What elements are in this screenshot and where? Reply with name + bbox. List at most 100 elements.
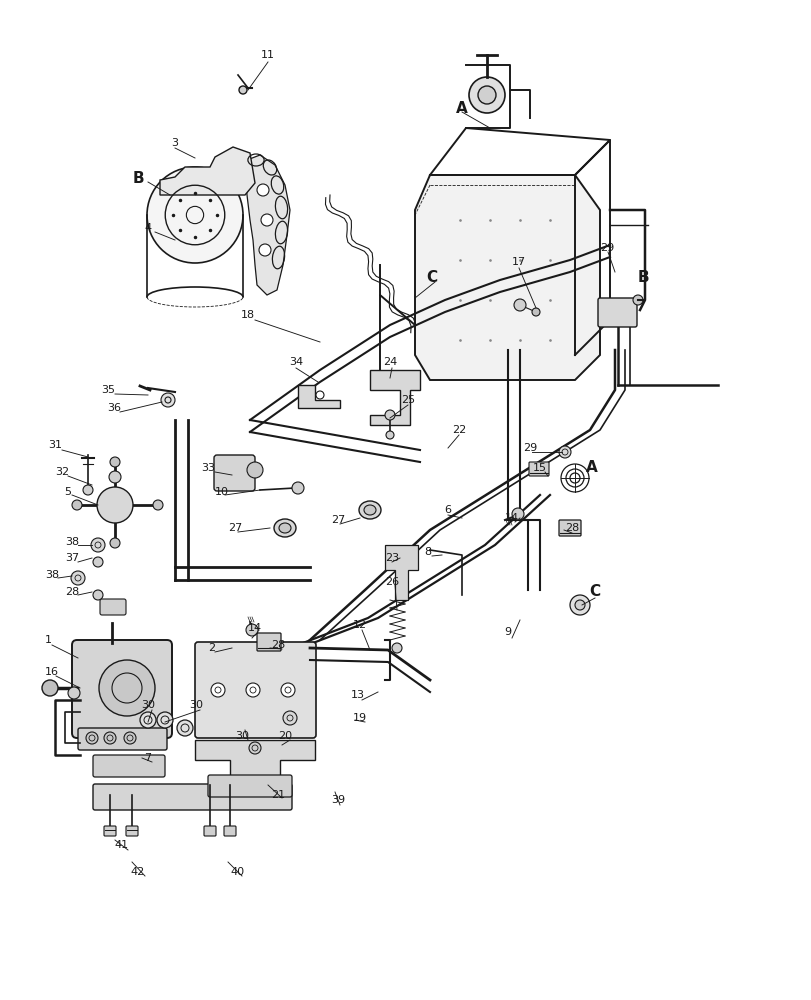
Text: B: B	[637, 270, 648, 286]
Circle shape	[99, 660, 155, 716]
Circle shape	[104, 732, 116, 744]
Text: 28: 28	[564, 523, 578, 533]
Text: 18: 18	[241, 310, 255, 320]
Text: 31: 31	[48, 440, 62, 450]
Circle shape	[281, 683, 294, 697]
FancyBboxPatch shape	[257, 633, 281, 651]
FancyBboxPatch shape	[93, 755, 165, 777]
Circle shape	[109, 457, 120, 467]
Circle shape	[97, 487, 133, 523]
Text: 26: 26	[384, 577, 398, 587]
FancyBboxPatch shape	[214, 455, 255, 491]
Text: 37: 37	[65, 553, 79, 563]
Circle shape	[569, 595, 590, 615]
Text: 33: 33	[201, 463, 215, 473]
Text: 22: 22	[451, 425, 466, 435]
Polygon shape	[414, 175, 599, 380]
Circle shape	[247, 462, 263, 478]
Text: 28: 28	[65, 587, 79, 597]
Circle shape	[83, 485, 93, 495]
Circle shape	[109, 538, 120, 548]
Text: 1: 1	[45, 635, 51, 645]
Circle shape	[469, 77, 504, 113]
Circle shape	[211, 683, 225, 697]
Text: A: A	[456, 101, 467, 116]
Circle shape	[109, 471, 121, 483]
FancyBboxPatch shape	[597, 298, 636, 327]
Circle shape	[246, 624, 258, 636]
Ellipse shape	[273, 519, 296, 537]
Circle shape	[633, 295, 642, 305]
FancyBboxPatch shape	[104, 826, 116, 836]
Polygon shape	[160, 147, 255, 195]
Circle shape	[260, 214, 272, 226]
Circle shape	[384, 410, 394, 420]
Circle shape	[152, 500, 163, 510]
Text: 16: 16	[45, 667, 59, 677]
Text: 14: 14	[247, 623, 262, 633]
Text: 8: 8	[424, 547, 431, 557]
Text: 32: 32	[55, 467, 69, 477]
Circle shape	[246, 683, 260, 697]
Text: 20: 20	[277, 731, 292, 741]
Text: 6: 6	[444, 505, 451, 515]
Circle shape	[259, 244, 271, 256]
FancyBboxPatch shape	[204, 826, 216, 836]
Text: 14: 14	[504, 513, 518, 523]
FancyBboxPatch shape	[558, 520, 581, 536]
Text: 38: 38	[65, 537, 79, 547]
Text: 24: 24	[383, 357, 397, 367]
Text: 25: 25	[401, 395, 414, 405]
Text: 30: 30	[234, 731, 249, 741]
Circle shape	[238, 86, 247, 94]
Circle shape	[385, 431, 393, 439]
Text: 7: 7	[144, 753, 152, 763]
Text: C: C	[589, 584, 600, 599]
Circle shape	[68, 687, 80, 699]
FancyBboxPatch shape	[208, 775, 292, 797]
Text: 3: 3	[171, 138, 178, 148]
Text: 2: 2	[208, 643, 215, 653]
FancyBboxPatch shape	[72, 640, 172, 738]
Text: 29: 29	[522, 443, 536, 453]
Text: 41: 41	[115, 840, 129, 850]
Text: 27: 27	[228, 523, 242, 533]
Circle shape	[157, 712, 173, 728]
FancyBboxPatch shape	[78, 728, 167, 750]
Text: 10: 10	[215, 487, 229, 497]
Text: 13: 13	[350, 690, 365, 700]
Circle shape	[124, 732, 135, 744]
Text: 30: 30	[189, 700, 203, 710]
Text: 30: 30	[141, 700, 155, 710]
Text: 42: 42	[131, 867, 145, 877]
Circle shape	[91, 538, 105, 552]
Text: C: C	[426, 270, 437, 286]
Polygon shape	[370, 370, 419, 425]
Circle shape	[249, 742, 260, 754]
Ellipse shape	[363, 505, 375, 515]
Circle shape	[512, 508, 523, 520]
Text: 12: 12	[353, 620, 367, 630]
Text: 34: 34	[289, 357, 303, 367]
Circle shape	[574, 600, 584, 610]
FancyBboxPatch shape	[195, 642, 315, 738]
Ellipse shape	[358, 501, 380, 519]
Text: 40: 40	[230, 867, 245, 877]
Circle shape	[292, 482, 303, 494]
Text: 11: 11	[260, 50, 275, 60]
Text: 4: 4	[144, 223, 152, 233]
Circle shape	[93, 557, 103, 567]
Polygon shape	[384, 545, 418, 600]
Circle shape	[513, 299, 526, 311]
FancyBboxPatch shape	[93, 784, 292, 810]
Text: 9: 9	[504, 627, 511, 637]
Circle shape	[177, 720, 193, 736]
Text: 29: 29	[599, 243, 613, 253]
FancyBboxPatch shape	[100, 599, 126, 615]
Text: 15: 15	[532, 463, 547, 473]
Circle shape	[147, 167, 242, 263]
Circle shape	[71, 571, 85, 585]
Circle shape	[257, 184, 268, 196]
Text: 36: 36	[107, 403, 121, 413]
Circle shape	[42, 680, 58, 696]
